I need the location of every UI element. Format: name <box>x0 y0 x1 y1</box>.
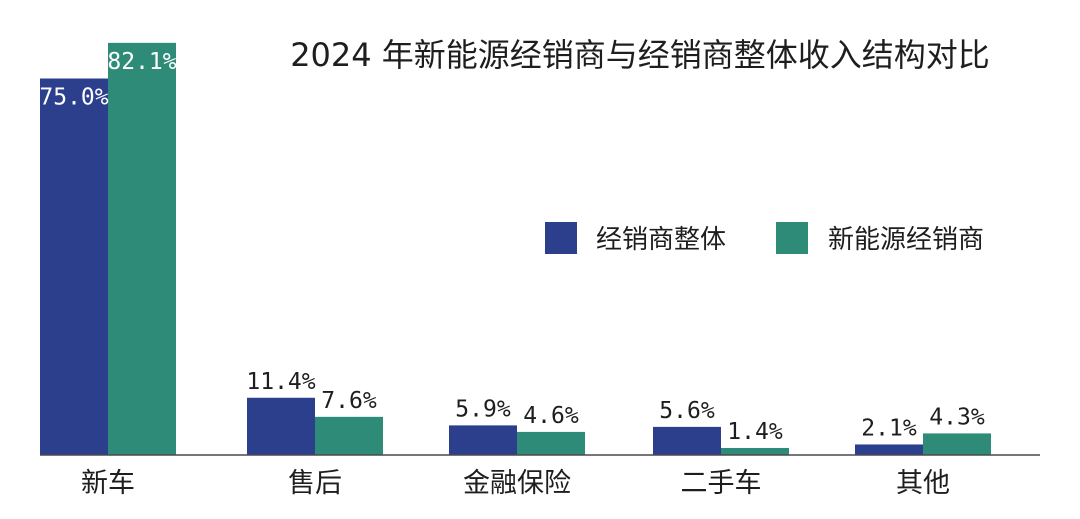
category-labels-group: 新车 售后 金融保险 二手车 其他 <box>81 468 950 499</box>
bar-nev-4 <box>721 447 789 455</box>
value-label-overall-4: 5.6% <box>659 398 715 424</box>
value-labels-group: 75.0% 82.1% 11.4%7.6% 5.9% 4.6% 5.6% 1.4% 2.1% 4… <box>39 49 984 445</box>
bar-overall-2 <box>247 397 315 455</box>
legend-label-nev: 新能源经销商 <box>828 225 984 255</box>
category-label-2: 售后 <box>288 468 342 499</box>
value-label-nev-5: 4.3% <box>929 404 985 430</box>
bar-nev-5 <box>923 433 991 455</box>
value-label-nev-2: 7.6% <box>321 388 377 414</box>
category-label-3: 金融保险 <box>463 468 571 499</box>
bar-overall-5 <box>855 444 923 455</box>
bar-nev-1 <box>108 42 176 455</box>
legend: 经销商整体 新能源经销商 <box>545 222 984 255</box>
legend-swatch-overall <box>545 222 577 254</box>
value-label-overall-3: 5.9% <box>455 396 511 422</box>
bar-nev-2 <box>315 416 383 455</box>
category-label-4: 二手车 <box>681 468 762 499</box>
bar-overall-3 <box>449 425 517 455</box>
bar-nev-3 <box>517 431 585 455</box>
chart-title: 2024 年新能源经销商与经销商整体收入结构对比 <box>290 36 990 74</box>
value-label-nev-1: 82.1% <box>107 49 176 75</box>
value-label-overall-2: 11.4% <box>246 369 315 395</box>
bar-overall-4 <box>653 426 721 455</box>
legend-swatch-nev <box>776 222 808 254</box>
value-label-overall-1: 75.0% <box>39 85 108 111</box>
bar-overall-1 <box>40 78 108 455</box>
value-label-overall-5: 2.1% <box>861 415 917 441</box>
legend-label-overall: 经销商整体 <box>596 225 726 255</box>
category-label-1: 新车 <box>81 468 135 499</box>
value-label-nev-4: 1.4% <box>727 419 783 445</box>
bars-group <box>40 42 991 455</box>
category-label-5: 其他 <box>896 468 950 499</box>
value-label-nev-3: 4.6% <box>523 403 579 429</box>
